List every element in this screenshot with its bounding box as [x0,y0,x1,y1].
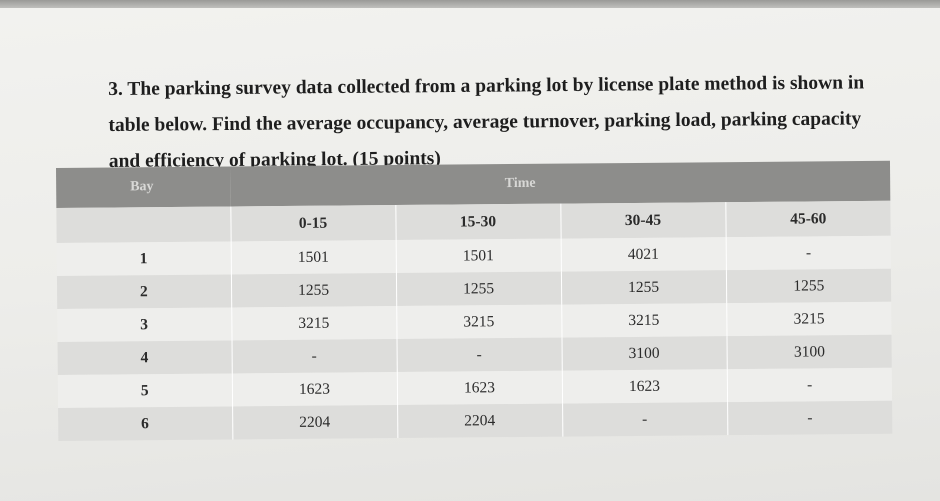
table-cell: 4021 [560,237,726,272]
table-cell: 1623 [231,372,398,407]
bay-number: 1 [56,241,231,276]
table-cell: - [725,235,891,271]
table-cell: - [727,400,893,436]
table-cell: - [562,402,728,437]
interval-header: 0-15 [230,205,396,242]
time-header: Time [229,160,891,207]
table-cell: - [231,339,397,374]
table-cell: 2204 [232,405,398,440]
table-cell: 3215 [561,303,727,338]
table-cell: 1255 [230,273,397,308]
interval-header: 15-30 [395,203,561,241]
table-cell: 1623 [561,369,728,404]
page-top-edge [0,0,940,10]
bay-number: 6 [58,406,233,441]
table-cell: 1501 [395,238,561,274]
table-cell: - [726,367,893,403]
table-cell: 3215 [231,306,397,341]
table-cell: 3100 [561,336,727,371]
table-cell: 3215 [396,304,562,340]
bay-number: 4 [57,340,232,375]
table-cell: 1255 [725,268,892,304]
bay-number: 5 [57,373,233,408]
empty-cell [56,206,231,243]
table-cell: 1501 [230,240,396,275]
table-cell: 1623 [396,370,563,406]
table-cell: - [396,337,562,373]
parking-survey-table: Bay Time 0-15 15-30 30-45 45-60 1 1501 1… [56,160,893,441]
bay-number: 2 [56,274,232,309]
table-cell: 1255 [395,271,562,307]
table-cell: 2204 [397,403,563,439]
bay-header: Bay [56,166,231,208]
interval-header: 45-60 [725,200,891,238]
table-cell: 1255 [560,270,727,305]
interval-header: 30-45 [560,202,726,239]
table-cell: 3100 [726,334,892,370]
table-cell: 3215 [726,301,892,337]
data-table: Bay Time 0-15 15-30 30-45 45-60 1 1501 1… [56,160,893,441]
bay-number: 3 [57,307,232,342]
